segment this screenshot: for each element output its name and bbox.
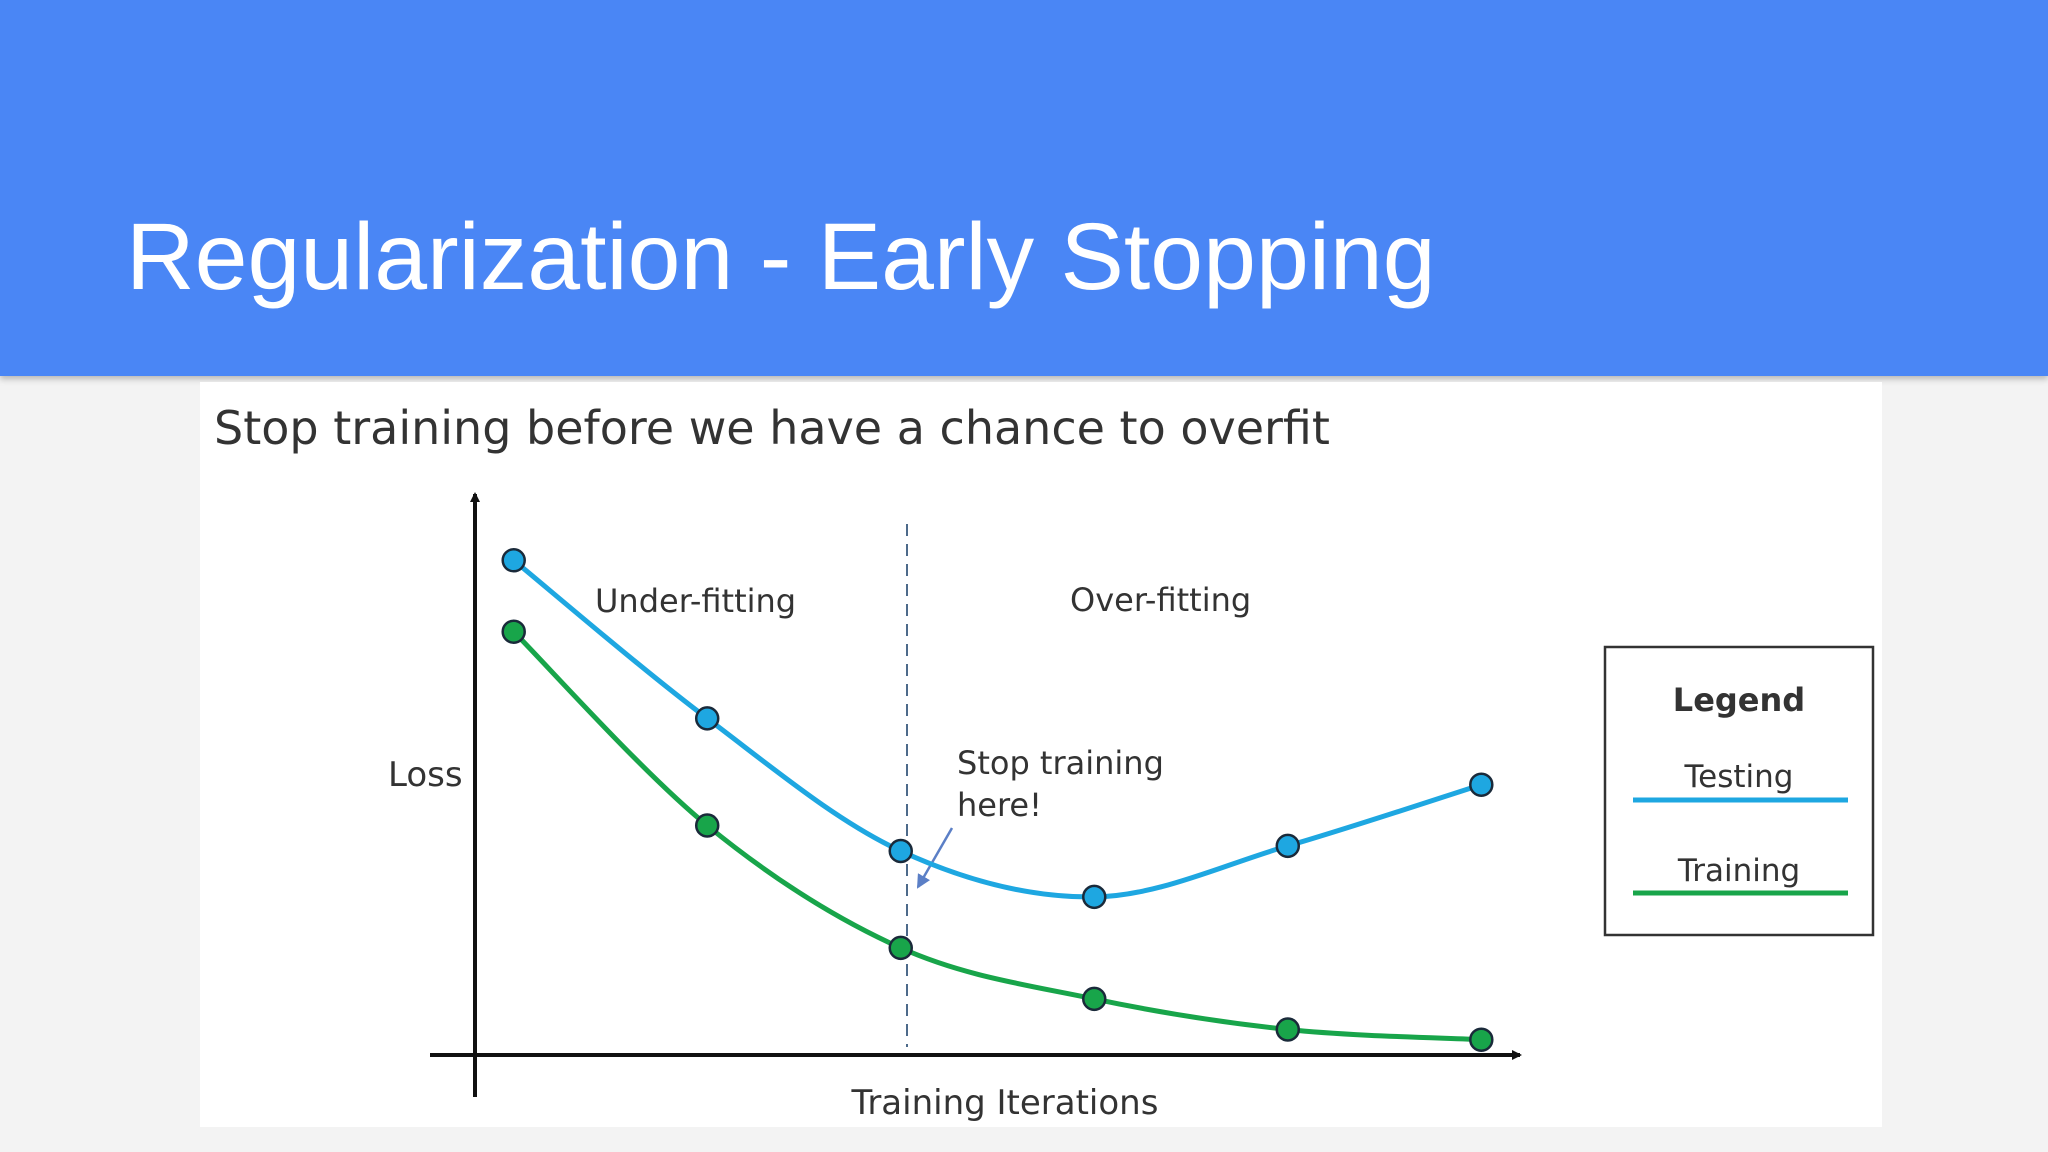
training-point <box>501 619 526 644</box>
slide-title: Regularization - Early Stopping <box>126 204 1436 310</box>
testing-point <box>1469 772 1494 797</box>
title-bar: Regularization - Early Stopping <box>0 0 2048 376</box>
training-point <box>888 935 913 961</box>
testing-point <box>694 706 720 731</box>
testing-point <box>1275 833 1301 859</box>
under-fitting-label: Under-fitting <box>595 582 796 620</box>
loss-chart: Stop training before we have a chance to… <box>214 401 1875 1123</box>
training-point <box>1082 986 1107 1012</box>
legend-box <box>1603 645 1875 937</box>
testing-loss-curve <box>512 558 1483 900</box>
over-fitting-label: Over-fitting <box>1070 581 1251 619</box>
figure-caption: Stop training before we have a chance to… <box>214 401 1330 455</box>
testing-point <box>501 548 526 573</box>
training-point <box>694 813 720 838</box>
y-axis-label: Loss <box>388 755 463 795</box>
x-axis-label: Training Iterations <box>851 1083 1159 1123</box>
training-loss-curve <box>511 629 1482 1043</box>
early-stopping-figure: Stop training before we have a chance to… <box>200 382 1882 1127</box>
testing-point <box>888 838 913 864</box>
training-point <box>1275 1017 1301 1042</box>
stop-annotation-arrow <box>916 827 954 889</box>
stop-annotation-line1: Stop training <box>957 744 1164 782</box>
testing-point <box>1082 884 1107 910</box>
series-layer <box>501 548 1494 1052</box>
training-point <box>1469 1027 1494 1052</box>
legend-title: Legend <box>1673 681 1805 719</box>
legend-testing-label: Testing <box>1684 759 1794 795</box>
legend-training-label: Training <box>1677 853 1800 889</box>
stop-annotation-line2: here! <box>957 786 1042 824</box>
legend: Legend Testing Training <box>1603 645 1875 937</box>
